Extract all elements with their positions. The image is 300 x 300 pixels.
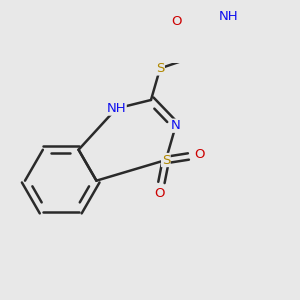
Text: NH: NH xyxy=(218,10,238,23)
Text: O: O xyxy=(171,15,182,28)
Text: F: F xyxy=(278,0,286,1)
Text: N: N xyxy=(171,119,181,132)
Text: S: S xyxy=(162,154,170,166)
Text: O: O xyxy=(194,148,205,161)
Text: NH: NH xyxy=(106,102,126,115)
Text: O: O xyxy=(154,187,164,200)
Text: S: S xyxy=(156,62,164,75)
